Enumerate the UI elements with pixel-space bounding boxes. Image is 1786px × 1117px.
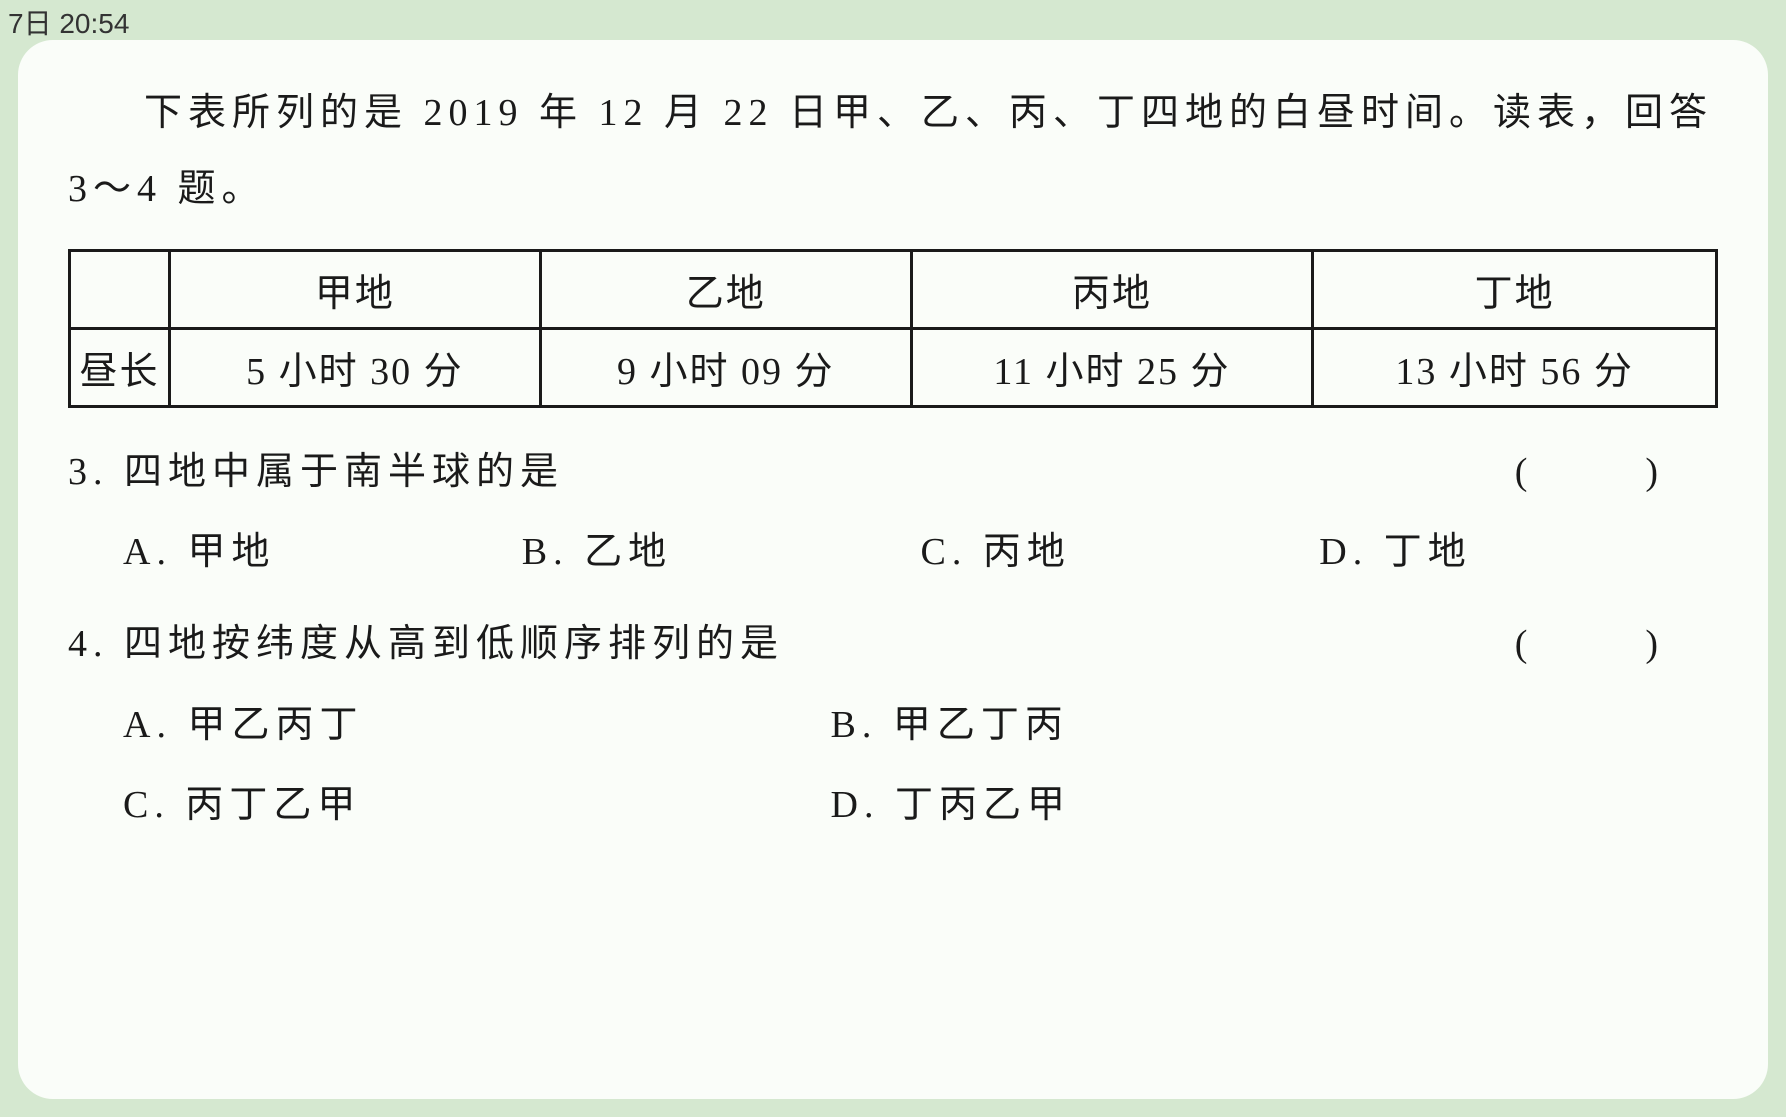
option-text: 丙丁乙甲 [185,784,361,826]
document-card: 下表所列的是 2019 年 12 月 22 日甲、乙、丙、丁四地的白昼时间。读表… [18,40,1768,1099]
table-col-header: 丁地 [1313,251,1717,329]
question-stem: 4. 四地按纬度从高到低顺序排列的是 [68,608,1515,680]
daylight-table: 甲地 乙地 丙地 丁地 昼长 5 小时 30 分 9 小时 09 分 11 小时… [68,249,1718,408]
question-3: 3. 四地中属于南半球的是 ( ) A. 甲地 B. 乙地 C. 丙地 D. 丁… [68,436,1718,588]
table-col-header: 乙地 [540,251,911,329]
option-a: A. 甲地 [123,516,522,588]
table-cell: 13 小时 56 分 [1313,329,1717,407]
options-row: A. 甲地 B. 乙地 C. 丙地 D. 丁地 [68,516,1718,588]
intro-paragraph: 下表所列的是 2019 年 12 月 22 日甲、乙、丙、丁四地的白昼时间。读表… [68,75,1718,227]
question-text: 四地中属于南半球的是 [124,451,564,493]
option-text: 甲乙丁丙 [893,704,1069,746]
option-text: 丁丙乙甲 [895,784,1071,826]
question-number: 4. [68,623,109,665]
table-cell: 5 小时 30 分 [170,329,541,407]
option-text: 丙地 [983,531,1071,573]
option-label: A. [123,531,172,573]
option-d: D. 丁丙乙甲 [831,769,1539,841]
option-text: 丁地 [1384,531,1472,573]
option-label: D. [1319,531,1368,573]
question-line: 3. 四地中属于南半球的是 ( ) [68,436,1718,508]
option-b: B. 甲乙丁丙 [831,689,1539,761]
question-stem: 3. 四地中属于南半球的是 [68,436,1515,508]
table-data-row: 昼长 5 小时 30 分 9 小时 09 分 11 小时 25 分 13 小时 … [70,329,1717,407]
table-header-row: 甲地 乙地 丙地 丁地 [70,251,1717,329]
table-cell: 9 小时 09 分 [540,329,911,407]
question-text: 四地按纬度从高到低顺序排列的是 [124,623,784,665]
option-c: C. 丙地 [921,516,1320,588]
option-label: D. [831,784,880,826]
table-col-header: 丙地 [911,251,1313,329]
options-row: C. 丙丁乙甲 D. 丁丙乙甲 [68,769,1718,841]
option-label: A. [123,704,172,746]
options-row: A. 甲乙丙丁 B. 甲乙丁丙 [68,689,1718,761]
option-text: 乙地 [584,531,672,573]
option-label: B. [522,531,569,573]
question-line: 4. 四地按纬度从高到低顺序排列的是 ( ) [68,608,1718,680]
option-c: C. 丙丁乙甲 [123,769,831,841]
option-label: B. [831,704,878,746]
option-a: A. 甲乙丙丁 [123,689,831,761]
question-4: 4. 四地按纬度从高到低顺序排列的是 ( ) A. 甲乙丙丁 B. 甲乙丁丙 C… [68,608,1718,841]
option-text: 甲乙丙丁 [187,704,363,746]
question-number: 3. [68,451,109,493]
table-col-header: 甲地 [170,251,541,329]
table-cell: 11 小时 25 分 [911,329,1313,407]
status-time: 7日 20:54 [8,8,129,39]
answer-blank: ( ) [1515,608,1718,680]
option-label: C. [921,531,968,573]
answer-blank: ( ) [1515,436,1718,508]
table-corner-cell [70,251,170,329]
option-d: D. 丁地 [1319,516,1718,588]
table-row-label: 昼长 [70,329,170,407]
option-b: B. 乙地 [522,516,921,588]
status-bar: 7日 20:54 [0,0,137,44]
option-text: 甲地 [187,531,275,573]
option-label: C. [123,784,170,826]
